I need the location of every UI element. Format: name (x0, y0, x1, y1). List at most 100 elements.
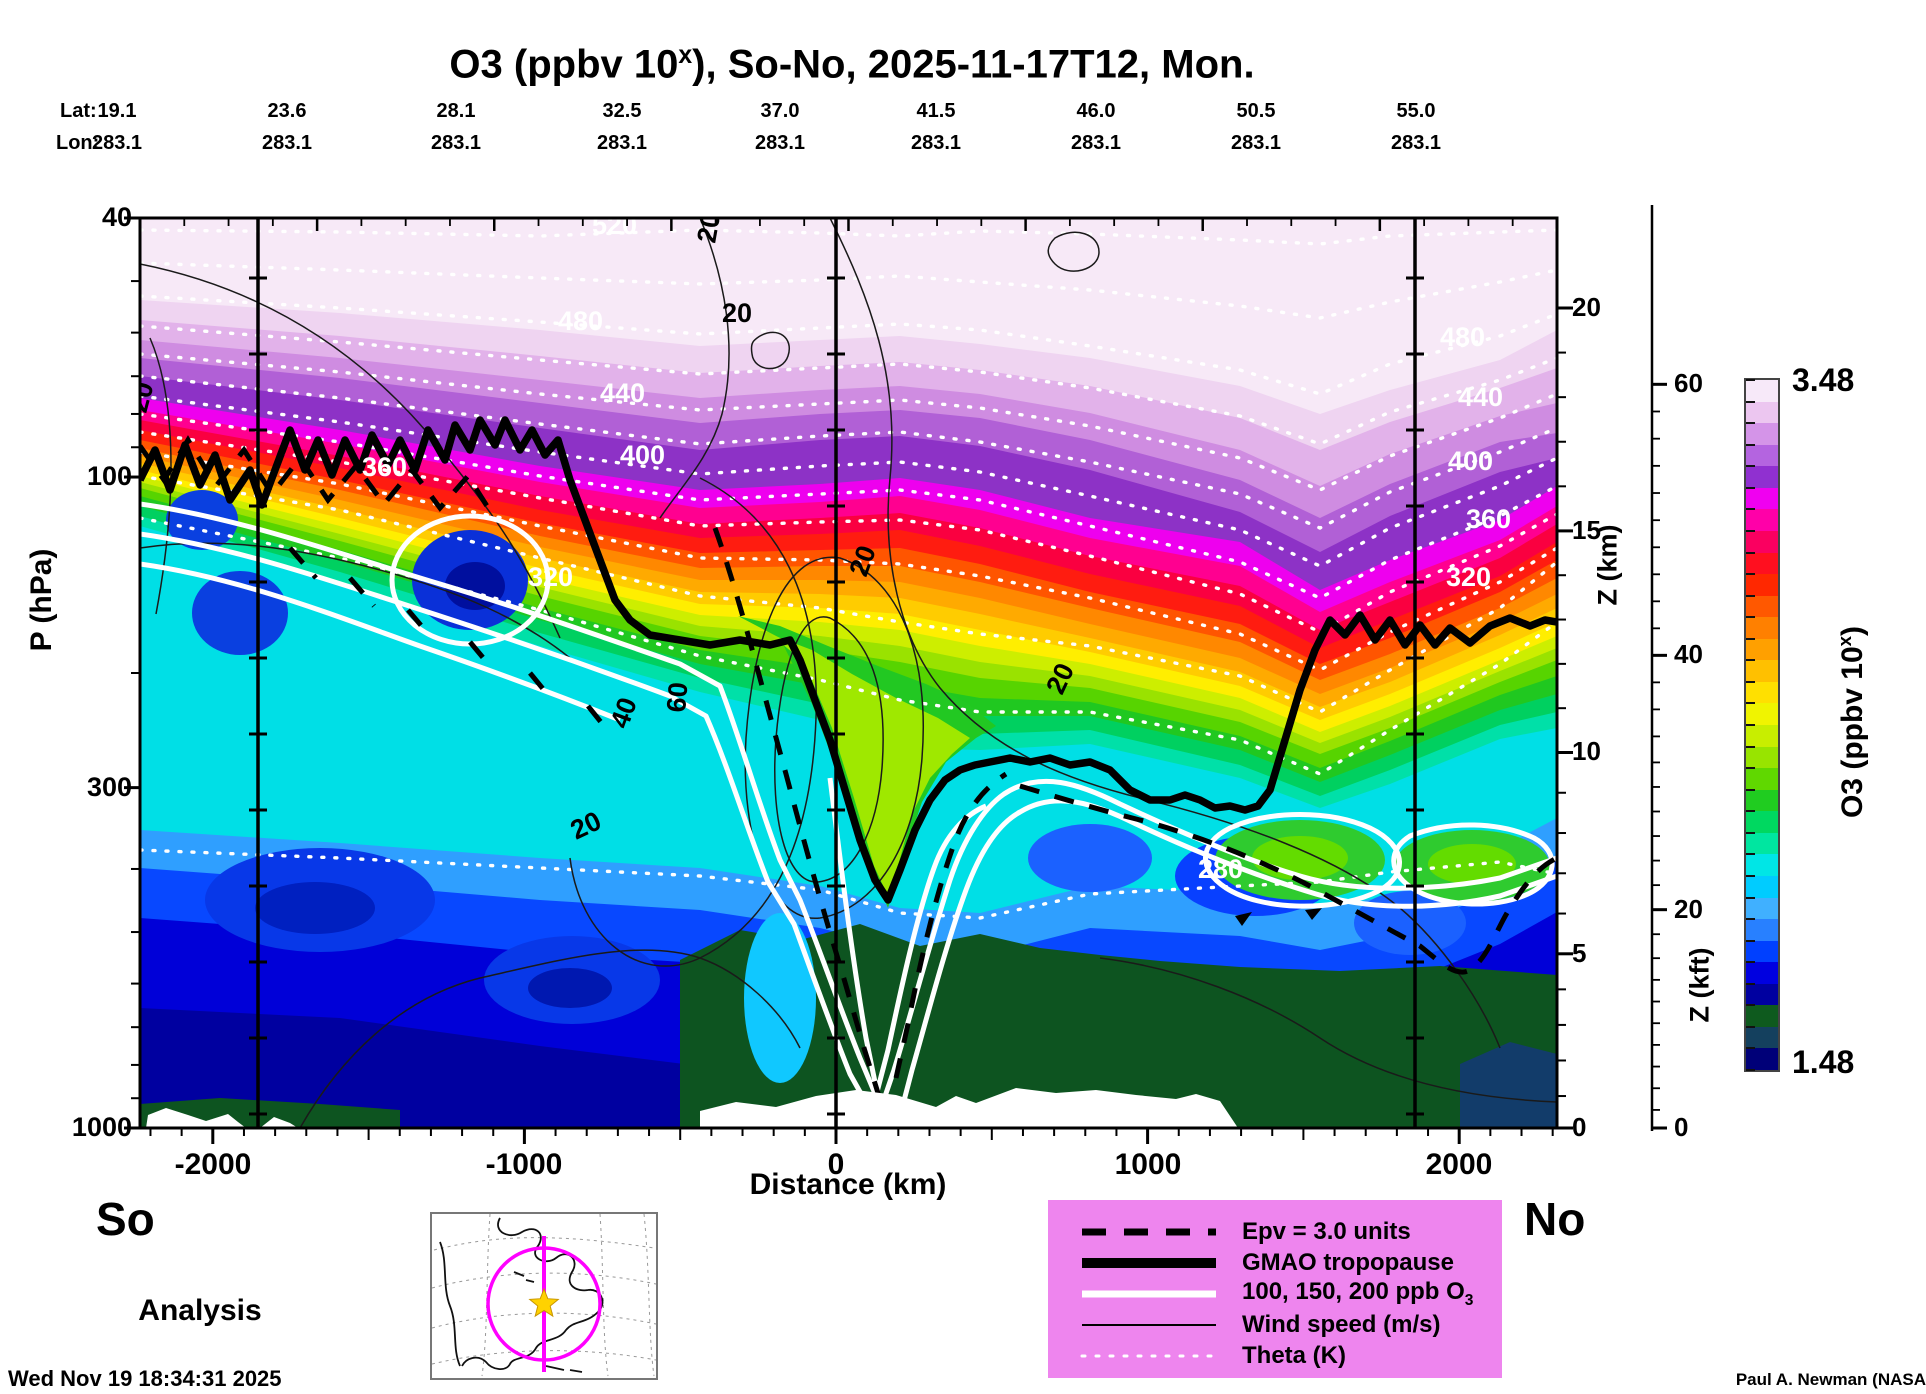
svg-text:320: 320 (528, 562, 573, 592)
lat-value: 37.0 (760, 100, 800, 122)
zkm-tick-5: 5 (1572, 938, 1587, 968)
dashed-line-icon (1082, 1228, 1216, 1235)
axis-ticks (124, 205, 1667, 1144)
svg-text:440: 440 (1458, 382, 1503, 412)
map-star-icon (528, 1287, 560, 1318)
colorbar-tick (1746, 1047, 1755, 1050)
colorbar-segment (1746, 423, 1778, 445)
svg-text:20: 20 (691, 210, 726, 245)
colorbar-tick (1746, 831, 1755, 834)
zkm-axis-label: Z (km) (1592, 524, 1623, 606)
colorbar-tick (1746, 616, 1755, 619)
colorbar-segment (1746, 401, 1778, 424)
thick-black-line-icon (1082, 1257, 1216, 1268)
zkft-tick-40: 40 (1674, 639, 1703, 669)
colorbar (1744, 378, 1780, 1072)
colorbar-tick (1746, 961, 1755, 964)
colorbar-tick (1746, 508, 1755, 511)
lon-value: 283.1 (596, 132, 648, 154)
colorbar-segment (1746, 574, 1778, 596)
lon-value: 283.1 (91, 132, 143, 154)
lon-value: 283.1 (1390, 132, 1442, 154)
colorbar-tick (1746, 702, 1755, 705)
colorbar-tick (1746, 745, 1755, 748)
zkft-tick-60: 60 (1674, 368, 1703, 398)
colorbar-segment (1746, 444, 1778, 467)
section-end-label: No (1524, 1193, 1586, 1245)
colorbar-max: 3.48 (1792, 362, 1855, 398)
lat-value: 41.5 (916, 100, 956, 122)
svg-text:280: 280 (1198, 854, 1243, 884)
colorbar-tick (1746, 939, 1755, 942)
svg-text:360: 360 (1466, 504, 1511, 534)
svg-text:400: 400 (620, 440, 665, 470)
epv-contour (140, 435, 1557, 1107)
colorbar-tick (1746, 486, 1755, 489)
credit: Paul A. Newman (NASA (1735, 1370, 1926, 1389)
colorbar-tick (1746, 637, 1755, 640)
colorbar-segment (1746, 1048, 1778, 1070)
lat-value: 46.0 (1076, 100, 1116, 122)
lat-value: 28.1 (436, 100, 476, 122)
reference-lines (249, 218, 1424, 1128)
page-title: O3 (ppbv 10x), So-No, 2025-11-17T12, Mon… (449, 42, 1255, 87)
colorbar-segment (1746, 1026, 1778, 1049)
lon-value: 283.1 (430, 132, 482, 154)
zkm-tick-10: 10 (1572, 736, 1601, 766)
lon-value: 283.1 (754, 132, 806, 154)
colorbar-tick (1746, 982, 1755, 985)
colorbar-tick (1746, 853, 1755, 856)
zkft-tick-20: 20 (1674, 894, 1703, 924)
lat-value: 32.5 (602, 100, 642, 122)
colorbar-segment (1746, 617, 1778, 639)
colorbar-segment (1746, 854, 1778, 876)
cross-section-plot: 5204804404003603204804404003603202802020… (124, 205, 1667, 1144)
colorbar-tick (1746, 422, 1755, 425)
legend-item-wind: Wind speed (m/s) (1074, 1309, 1502, 1340)
colorbar-tick (1746, 810, 1755, 813)
svg-text:360: 360 (362, 452, 407, 482)
colorbar-segment (1746, 681, 1778, 704)
colorbar-segment (1746, 832, 1778, 855)
colorbar-segment (1746, 789, 1778, 812)
colorbar-tick (1746, 1004, 1755, 1007)
legend: Epv = 3.0 units GMAO tropopause 100, 150… (1048, 1200, 1502, 1378)
svg-text:400: 400 (1448, 446, 1493, 476)
svg-text:480: 480 (558, 306, 603, 336)
legend-item-tropopause: GMAO tropopause (1074, 1247, 1502, 1278)
lon-value: 283.1 (1070, 132, 1122, 154)
lon-value: 283.1 (261, 132, 313, 154)
p-tick-1000: 1000 (71, 1112, 132, 1142)
colorbar-tick (1746, 551, 1755, 554)
colorbar-tick (1746, 724, 1755, 726)
colorbar-segment (1746, 638, 1778, 661)
dist-tick: 0 (827, 1148, 845, 1181)
colorbar-min: 1.48 (1792, 1044, 1855, 1080)
colorbar-tick (1746, 659, 1755, 662)
colorbar-tick (1746, 896, 1755, 899)
svg-text:60: 60 (661, 681, 694, 714)
colorbar-segment (1746, 919, 1778, 941)
colorbar-tick (1746, 594, 1755, 597)
thin-black-line-icon (1082, 1323, 1216, 1326)
dist-tick: -2000 (174, 1148, 252, 1181)
zkm-tick-15: 15 (1572, 515, 1601, 545)
dist-tick: 1000 (1114, 1148, 1182, 1181)
timestamp: Wed Nov 19 18:34:31 2025 (8, 1366, 282, 1391)
svg-text:320: 320 (1446, 562, 1491, 592)
colorbar-segment (1746, 703, 1778, 725)
map-inset (430, 1212, 658, 1380)
analysis-label: Analysis (138, 1294, 262, 1327)
section-start-label: So (96, 1193, 155, 1245)
colorbar-tick (1746, 573, 1755, 576)
svg-text:20: 20 (722, 298, 752, 328)
colorbar-segment (1746, 1005, 1778, 1027)
lat-axis-label: Lat: (60, 100, 97, 122)
lat-value: 55.0 (1396, 100, 1436, 122)
colorbar-label: O3 (ppbv 10x) (1834, 625, 1869, 819)
distance-axis-label: Distance (km) (749, 1168, 947, 1201)
lon-value: 283.1 (910, 132, 962, 154)
colorbar-segment (1746, 552, 1778, 575)
lon-value: 283.1 (1230, 132, 1282, 154)
colorbar-segment (1746, 746, 1778, 769)
